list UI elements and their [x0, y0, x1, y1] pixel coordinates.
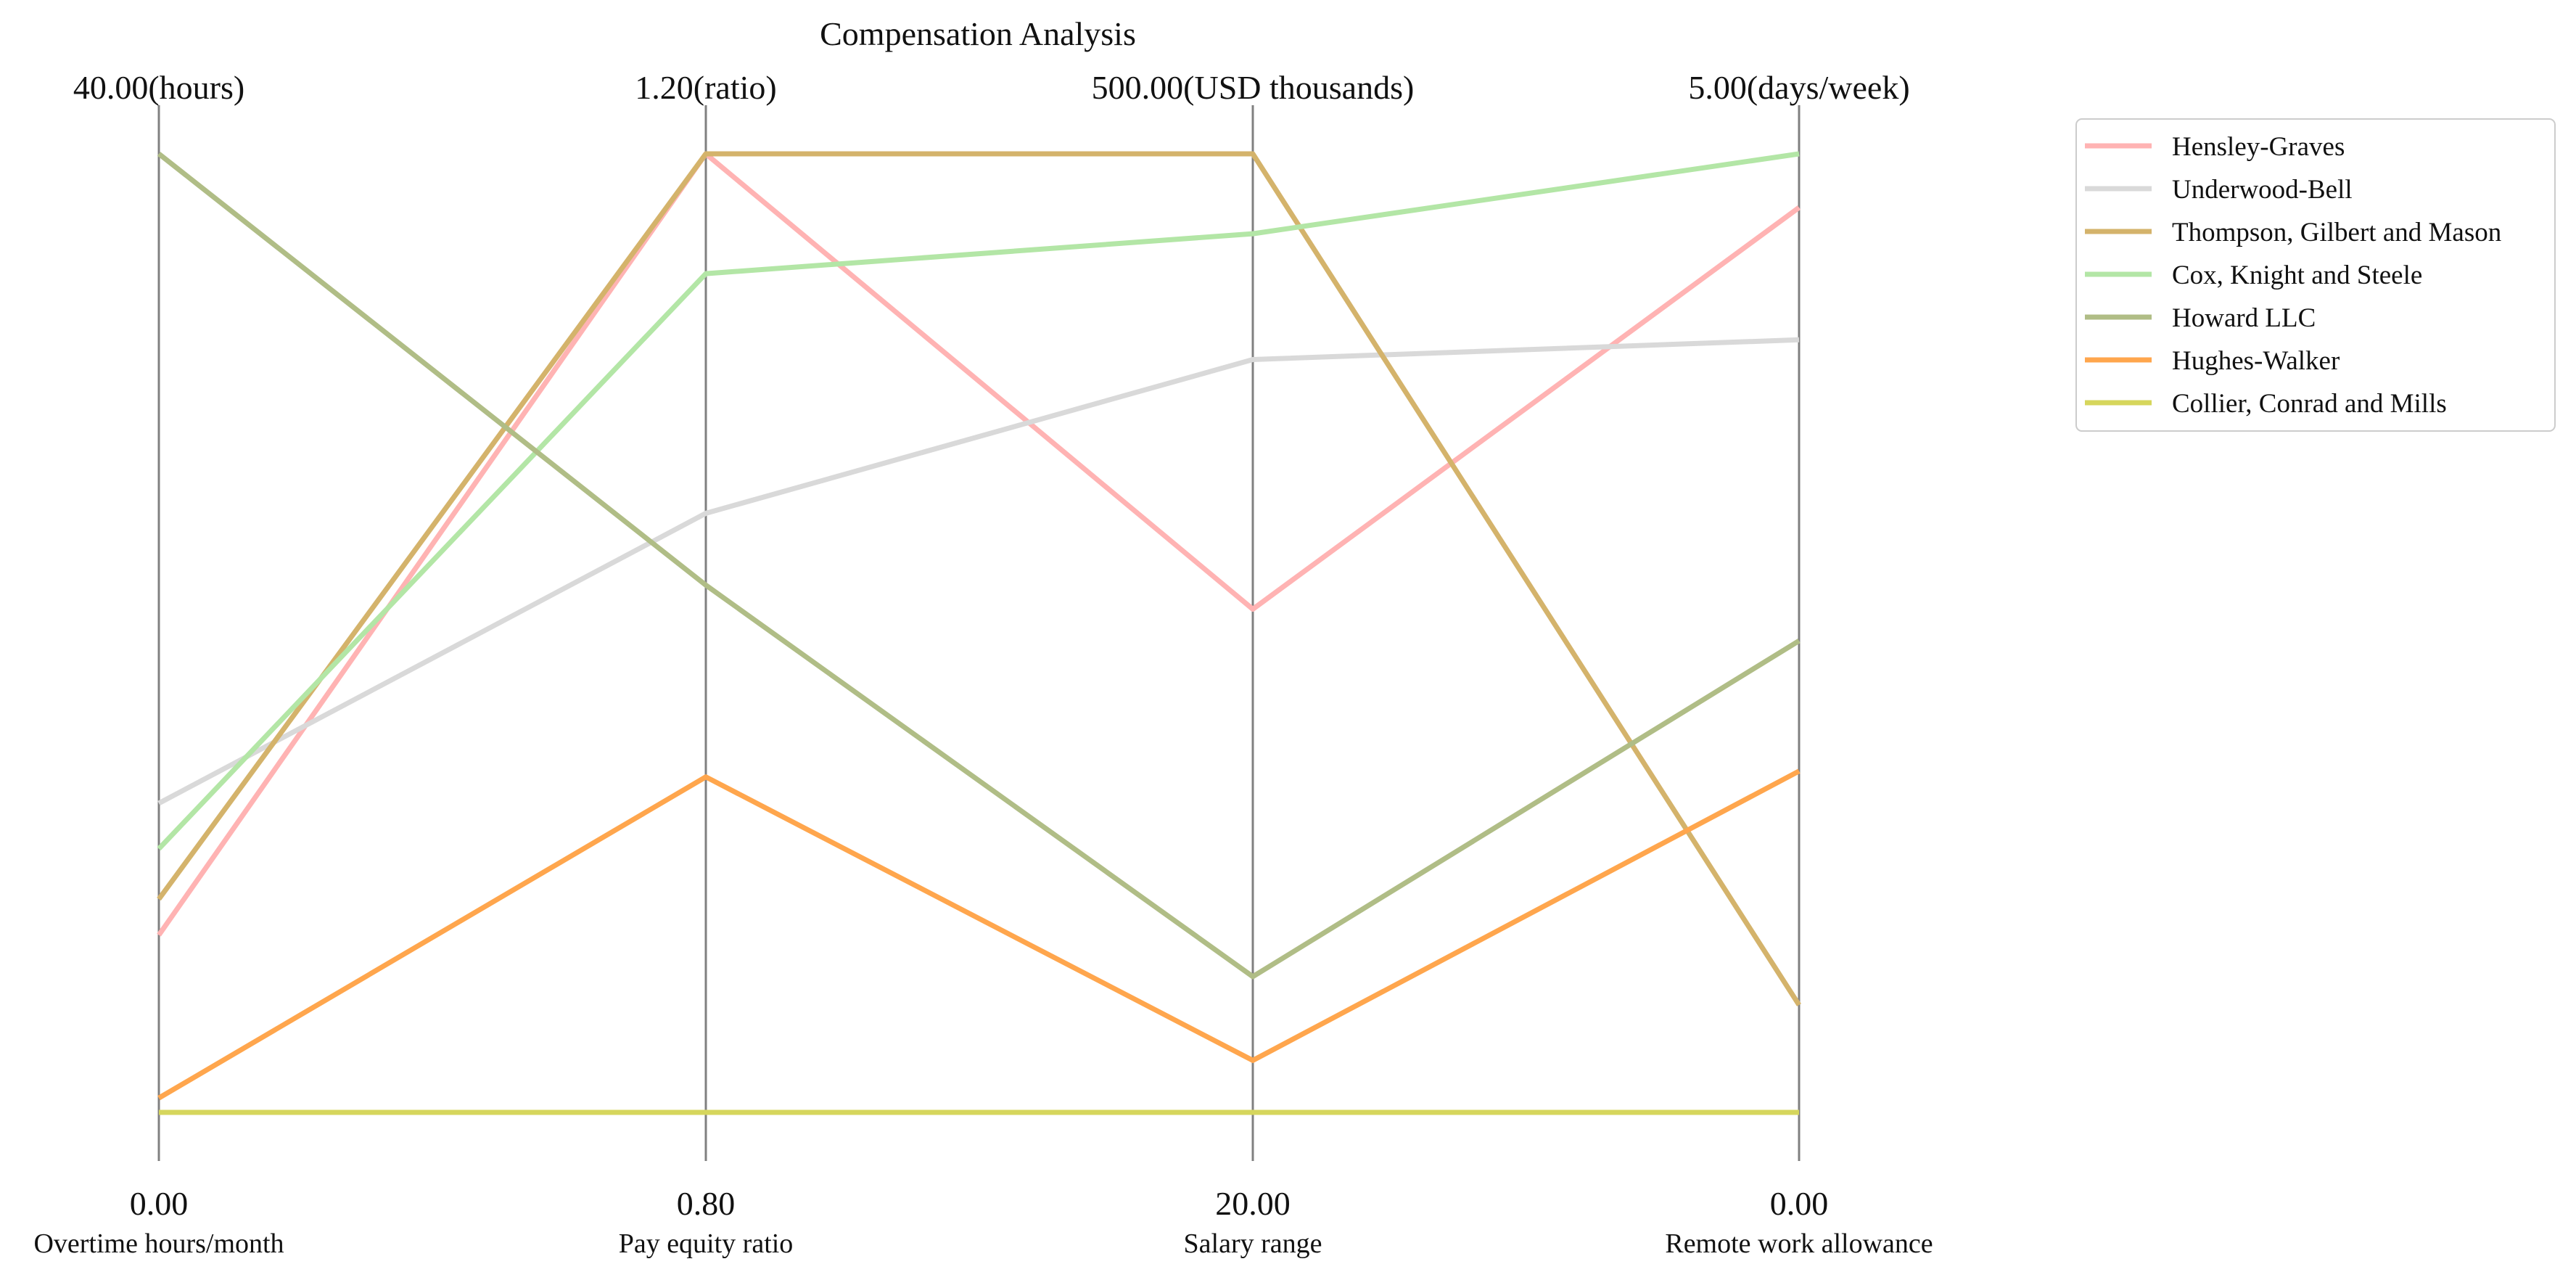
- axis-min-label: 0.80: [677, 1185, 736, 1222]
- series-line: [157, 152, 1801, 980]
- legend-label: Thompson, Gilbert and Mason: [2172, 218, 2501, 247]
- axis-max-label: 500.00(USD thousands): [1092, 69, 1415, 106]
- legend-label: Collier, Conrad and Mills: [2172, 389, 2447, 419]
- axis-max-label: 40.00(hours): [73, 69, 244, 106]
- axis-name-label: Remote work allowance: [1665, 1228, 1933, 1259]
- legend-items: Hensley-Graves Underwood-Bell Thompson, Gi…: [2085, 132, 2501, 419]
- axis-name-label: Pay equity ratio: [619, 1228, 794, 1259]
- axis-name-label: Overtime hours/month: [33, 1228, 284, 1259]
- legend-label: Cox, Knight and Steele: [2172, 260, 2422, 290]
- series-line: [157, 151, 1801, 1006]
- axis-name-label: Salary range: [1184, 1228, 1322, 1259]
- series-line: [157, 151, 1800, 851]
- axis-max-label: 1.20(ratio): [635, 69, 776, 106]
- chart-title: Compensation Analysis: [820, 15, 1136, 52]
- axis-min-label: 0.00: [130, 1185, 189, 1222]
- legend-label: Hensley-Graves: [2172, 132, 2345, 162]
- series-line: [157, 337, 1800, 806]
- legend-label: Hughes-Walker: [2172, 346, 2340, 376]
- axis-labels-layer: 40.00(hours) 0.00 Overtime hours/month 1.20…: [33, 69, 1933, 1259]
- legend-label: Howard LLC: [2172, 303, 2316, 333]
- legend-label: Underwood-Bell: [2172, 175, 2353, 205]
- series-lines-layer: [157, 151, 1801, 1115]
- axis-min-label: 20.00: [1215, 1185, 1291, 1222]
- axis-max-label: 5.00(days/week): [1688, 69, 1909, 106]
- axis-min-label: 0.00: [1770, 1185, 1829, 1222]
- series-line: [157, 768, 1801, 1101]
- axes-layer: [157, 105, 1801, 1161]
- legend: Hensley-Graves Underwood-Bell Thompson, Gi…: [2075, 118, 2556, 432]
- series-line: [157, 151, 1801, 937]
- legend-frame: [2075, 118, 2556, 432]
